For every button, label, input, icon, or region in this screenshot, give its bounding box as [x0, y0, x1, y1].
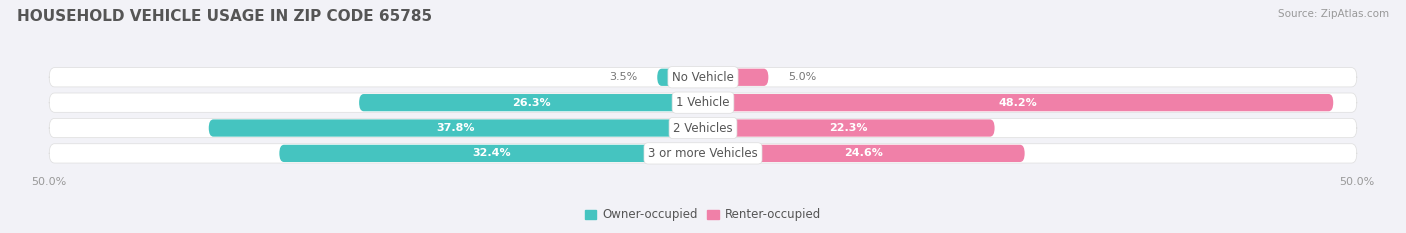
Text: 48.2%: 48.2%	[998, 98, 1038, 108]
FancyBboxPatch shape	[49, 93, 1357, 112]
FancyBboxPatch shape	[703, 69, 768, 86]
Text: 3 or more Vehicles: 3 or more Vehicles	[648, 147, 758, 160]
Text: 3.5%: 3.5%	[609, 72, 638, 82]
Text: Source: ZipAtlas.com: Source: ZipAtlas.com	[1278, 9, 1389, 19]
FancyBboxPatch shape	[49, 68, 1357, 87]
FancyBboxPatch shape	[49, 144, 1357, 163]
Text: No Vehicle: No Vehicle	[672, 71, 734, 84]
FancyBboxPatch shape	[49, 118, 1357, 138]
FancyBboxPatch shape	[359, 94, 703, 111]
Text: 24.6%: 24.6%	[845, 148, 883, 158]
Text: 37.8%: 37.8%	[437, 123, 475, 133]
FancyBboxPatch shape	[703, 119, 994, 137]
Text: 5.0%: 5.0%	[787, 72, 817, 82]
Text: 22.3%: 22.3%	[830, 123, 868, 133]
Legend: Owner-occupied, Renter-occupied: Owner-occupied, Renter-occupied	[579, 203, 827, 226]
FancyBboxPatch shape	[703, 145, 1025, 162]
Text: 32.4%: 32.4%	[472, 148, 510, 158]
FancyBboxPatch shape	[657, 69, 703, 86]
Text: HOUSEHOLD VEHICLE USAGE IN ZIP CODE 65785: HOUSEHOLD VEHICLE USAGE IN ZIP CODE 6578…	[17, 9, 432, 24]
FancyBboxPatch shape	[208, 119, 703, 137]
Text: 26.3%: 26.3%	[512, 98, 550, 108]
FancyBboxPatch shape	[280, 145, 703, 162]
Text: 1 Vehicle: 1 Vehicle	[676, 96, 730, 109]
Text: 2 Vehicles: 2 Vehicles	[673, 122, 733, 134]
FancyBboxPatch shape	[703, 94, 1333, 111]
